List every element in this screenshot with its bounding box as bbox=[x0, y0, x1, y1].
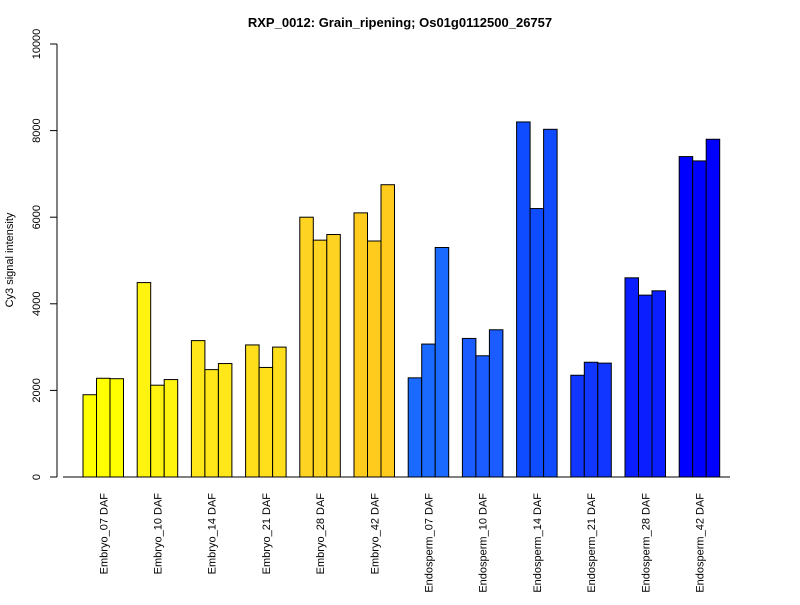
y-axis-label: Cy3 signal intensity bbox=[4, 212, 16, 307]
bar bbox=[204, 369, 219, 478]
bar bbox=[692, 160, 707, 478]
chart-title: RXP_0012: Grain_ripening; Os01g0112500_2… bbox=[248, 15, 552, 30]
x-axis: Embryo_07 DAF Embryo_10 DAF Embryo_14 DAF E… bbox=[63, 476, 730, 593]
bar bbox=[705, 138, 721, 478]
bar bbox=[583, 361, 599, 478]
bar bbox=[326, 234, 341, 478]
bar bbox=[678, 156, 694, 478]
x-tick-label: Embryo_10 DAF bbox=[152, 493, 164, 575]
x-tick-label: Embryo_42 DAF bbox=[369, 493, 381, 575]
bar bbox=[109, 378, 124, 478]
y-tick-label: 2000 bbox=[31, 378, 43, 402]
bar bbox=[488, 329, 504, 478]
bar bbox=[96, 377, 111, 478]
x-tick-label: Endosperm_42 DAF bbox=[694, 493, 706, 593]
y-tick-label: 6000 bbox=[31, 205, 43, 229]
bar bbox=[163, 379, 179, 478]
bar bbox=[150, 384, 165, 478]
bar bbox=[651, 290, 666, 478]
bar bbox=[434, 247, 450, 478]
x-tick-label: Embryo_14 DAF bbox=[207, 493, 219, 575]
x-tick-label: Endosperm_21 DAF bbox=[586, 493, 598, 593]
y-axis: 0 2000 4000 6000 8000 10000 bbox=[31, 29, 58, 480]
bar bbox=[461, 337, 477, 478]
bar bbox=[367, 240, 382, 478]
bar bbox=[353, 212, 368, 478]
x-tick-label: Embryo_07 DAF bbox=[98, 493, 110, 575]
bar bbox=[136, 282, 152, 478]
bars bbox=[82, 121, 721, 478]
bar bbox=[624, 277, 639, 478]
x-tick-label: Endosperm_10 DAF bbox=[478, 493, 490, 593]
x-tick-label: Embryo_28 DAF bbox=[315, 493, 327, 575]
bar bbox=[299, 216, 314, 478]
bar bbox=[82, 394, 97, 478]
bar bbox=[570, 374, 585, 478]
bar bbox=[638, 294, 653, 478]
y-tick-label: 0 bbox=[31, 474, 43, 480]
x-tick-label: Endosperm_28 DAF bbox=[640, 493, 652, 593]
x-tick-label: Endosperm_07 DAF bbox=[423, 493, 435, 593]
bar bbox=[407, 377, 423, 478]
bar bbox=[529, 208, 545, 478]
bar bbox=[312, 239, 328, 478]
x-tick-label: Endosperm_14 DAF bbox=[532, 493, 544, 593]
bar bbox=[597, 362, 612, 478]
y-tick-label: 4000 bbox=[31, 292, 43, 316]
bar bbox=[258, 366, 274, 478]
y-tick-label: 10000 bbox=[31, 29, 43, 60]
bar bbox=[543, 128, 558, 478]
x-tick-label: Embryo_21 DAF bbox=[261, 493, 273, 575]
bar bbox=[190, 340, 206, 478]
bar bbox=[516, 121, 531, 478]
bar bbox=[217, 363, 233, 478]
bar bbox=[475, 355, 490, 478]
bar bbox=[245, 344, 260, 478]
bar bbox=[272, 346, 287, 478]
y-tick-label: 8000 bbox=[31, 118, 43, 142]
bar bbox=[421, 343, 436, 478]
bar bbox=[380, 184, 395, 478]
